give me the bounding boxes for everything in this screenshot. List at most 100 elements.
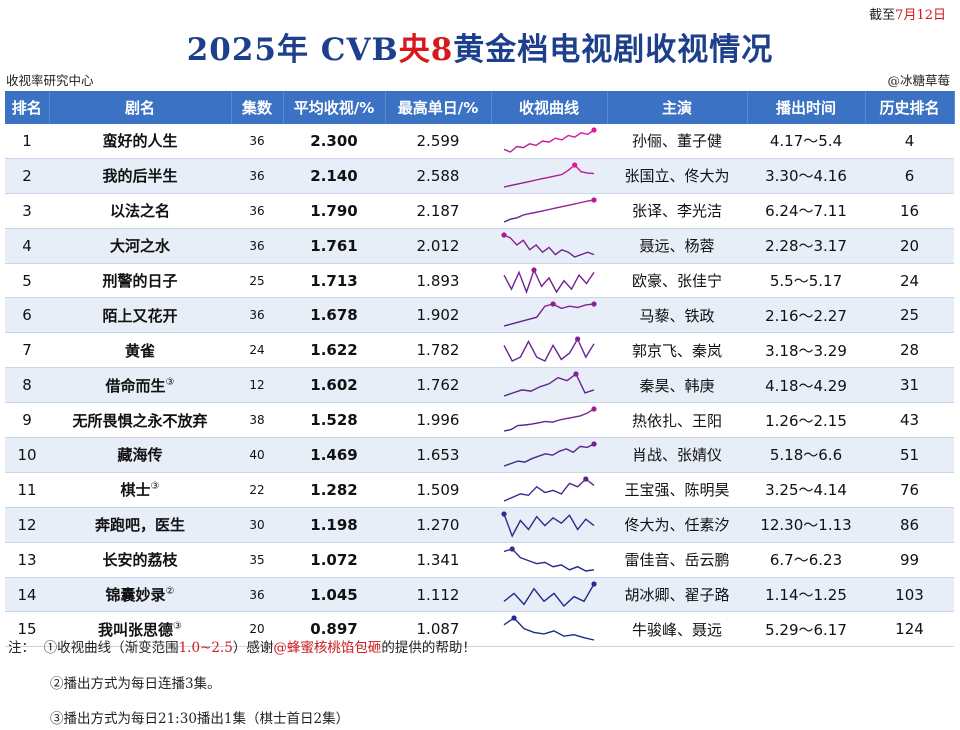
rating-curve [491,158,607,194]
table-row[interactable]: 10 藏海传 40 1.469 1.653 肖战、张婧仪 5.18～6.6 51 [5,437,954,473]
airtime-cell: 5.5～5.17 [747,263,865,299]
drama-name: 我叫张思德③ [49,611,231,648]
avg-rating-cell: 2.300 [283,124,385,159]
peak-rating-cell: 1.762 [385,367,491,404]
table-row[interactable]: 5 刑警的日子 25 1.713 1.893 欧豪、张佳宁 5.5～5.17 24 [5,263,954,299]
episodes-cell: 36 [231,124,283,159]
airtime-cell: 6.24～7.11 [747,193,865,229]
cast-cell: 胡冰卿、翟子路 [607,577,747,613]
avg-rating-cell: 1.713 [283,263,385,299]
avg-rating-cell: 0.897 [283,611,385,648]
drama-name: 蛮好的人生 [49,124,231,159]
source-label: 收视率研究中心 [6,73,94,88]
col-header-avg[interactable]: 平均收视/% [283,91,386,124]
col-header-airtime[interactable]: 播出时间 [747,91,866,124]
sparkline-chart [503,406,597,432]
sparkline-line [503,129,595,153]
airtime-cell: 6.7～6.23 [747,542,865,578]
sparkline-line [503,617,595,642]
col-header-curve[interactable]: 收视曲线 [491,91,608,124]
rating-curve [491,228,607,264]
note-3: ③播出方式为每日21:30播出1集（棋士首日2集） [50,711,350,727]
rating-curve [491,611,607,648]
sparkline-peak-point [550,301,556,307]
table-row[interactable]: 4 大河之水 36 1.761 2.012 聂远、杨蓉 2.28～3.17 20 [5,228,954,264]
drama-name: 大河之水 [49,228,231,264]
drama-name: 陌上又花开 [49,297,231,334]
credit-label: @冰糖草莓 [887,73,950,88]
sparkline-line [503,547,595,572]
sparkline-peak-point [501,232,507,238]
col-header-cast[interactable]: 主演 [607,91,748,124]
sparkline-chart [503,546,595,572]
history-rank-cell: 103 [865,577,954,613]
drama-name: 刑警的日子 [49,263,231,299]
rating-curve [491,124,607,159]
cast-cell: 佟大为、任素汐 [607,507,747,543]
cast-cell: 郭京飞、秦岚 [607,332,747,369]
sparkline-chart [501,511,595,538]
rank-cell: 10 [5,437,49,473]
table-row[interactable]: 7 黄雀 24 1.622 1.782 郭京飞、秦岚 3.18～3.29 28 [5,332,954,369]
drama-name: 长安的荔枝 [49,542,231,578]
sparkline-line [503,373,595,397]
avg-rating-cell: 1.282 [283,472,385,508]
episodes-cell: 12 [231,367,283,404]
episodes-cell: 25 [231,263,283,299]
rating-curve [491,577,607,613]
airtime-cell: 1.26～2.15 [747,402,865,439]
rating-curve [491,193,607,229]
col-header-peak[interactable]: 最高单日/% [385,91,492,124]
cast-cell: 孙俪、董子健 [607,124,747,159]
rank-cell: 3 [5,193,49,229]
episodes-cell: 38 [231,402,283,439]
table-row[interactable]: 1 蛮好的人生 36 2.300 2.599 孙俪、董子健 4.17～5.4 4 [5,124,954,159]
peak-rating-cell: 1.112 [385,577,491,613]
col-header-history[interactable]: 历史排名 [865,91,955,124]
avg-rating-cell: 1.761 [283,228,385,264]
peak-rating-cell: 1.902 [385,297,491,334]
table-row[interactable]: 3 以法之名 36 1.790 2.187 张译、李光洁 6.24～7.11 16 [5,193,954,229]
airtime-cell: 2.28～3.17 [747,228,865,264]
episodes-cell: 36 [231,577,283,613]
table-row[interactable]: 9 无所畏惧之永不放弃 38 1.528 1.996 热依扎、王阳 1.26～2.15 43 [5,402,954,439]
table-row[interactable]: 15 我叫张思德③ 20 0.897 1.087 牛骏峰、聂远 5.29～6.17 124 [5,611,954,648]
col-header-episodes[interactable]: 集数 [231,91,284,124]
ratings-table: 排名 剧名 集数 平均收视/% 最高单日/% 收视曲线 主演 播出时间 历史排名… [5,91,955,648]
sparkline-peak-point [509,546,515,552]
peak-rating-cell: 1.653 [385,437,491,473]
avg-rating-cell: 1.198 [283,507,385,543]
table-row[interactable]: 2 我的后半生 36 2.140 2.588 张国立、佟大为 3.30～4.16 6 [5,158,954,194]
history-rank-cell: 99 [865,542,954,578]
sparkline-line [503,477,595,502]
footnote-mark: ③ [173,620,182,632]
table-row[interactable]: 11 棋士③ 22 1.282 1.509 王宝强、陈明昊 3.25～4.14 76 [5,472,954,508]
sparkline-peak-point [531,266,537,273]
table-row[interactable]: 12 奔跑吧，医生 30 1.198 1.270 佟大为、任素汐 12.30～1.13 86 [5,507,954,543]
history-rank-cell: 24 [865,263,954,299]
note-2: ②播出方式为每日连播3集。 [50,676,221,692]
cast-cell: 秦昊、韩庚 [607,367,747,404]
sparkline-peak-point [591,197,597,203]
table-row[interactable]: 8 借命而生③ 12 1.602 1.762 秦昊、韩庚 4.18～4.29 31 [5,367,954,404]
col-header-rank[interactable]: 排名 [5,91,50,124]
sparkline-chart [503,476,595,502]
col-header-name[interactable]: 剧名 [49,91,232,124]
sparkline-line [503,583,595,607]
episodes-cell: 20 [231,611,283,648]
sparkline-chart [503,162,595,188]
table-row[interactable]: 13 长安的荔枝 35 1.072 1.341 雷佳音、岳云鹏 6.7～6.23 99 [5,542,954,578]
sparkline-line [503,199,595,223]
rank-cell: 6 [5,297,49,334]
peak-rating-cell: 1.893 [385,263,491,299]
avg-rating-cell: 1.072 [283,542,385,578]
sparkline-chart [501,232,595,258]
episodes-cell: 36 [231,193,283,229]
rating-curve [491,507,607,543]
rating-curve [491,402,607,439]
table-header: 排名 剧名 集数 平均收视/% 最高单日/% 收视曲线 主演 播出时间 历史排名 [5,91,955,124]
table-row[interactable]: 14 锦囊妙录② 36 1.045 1.112 胡冰卿、翟子路 1.14～1.25 103 [5,577,954,613]
drama-name: 无所畏惧之永不放弃 [49,402,231,439]
sparkline-chart [503,301,597,328]
table-row[interactable]: 6 陌上又花开 36 1.678 1.902 马藜、铁政 2.16～2.27 25 [5,297,954,334]
